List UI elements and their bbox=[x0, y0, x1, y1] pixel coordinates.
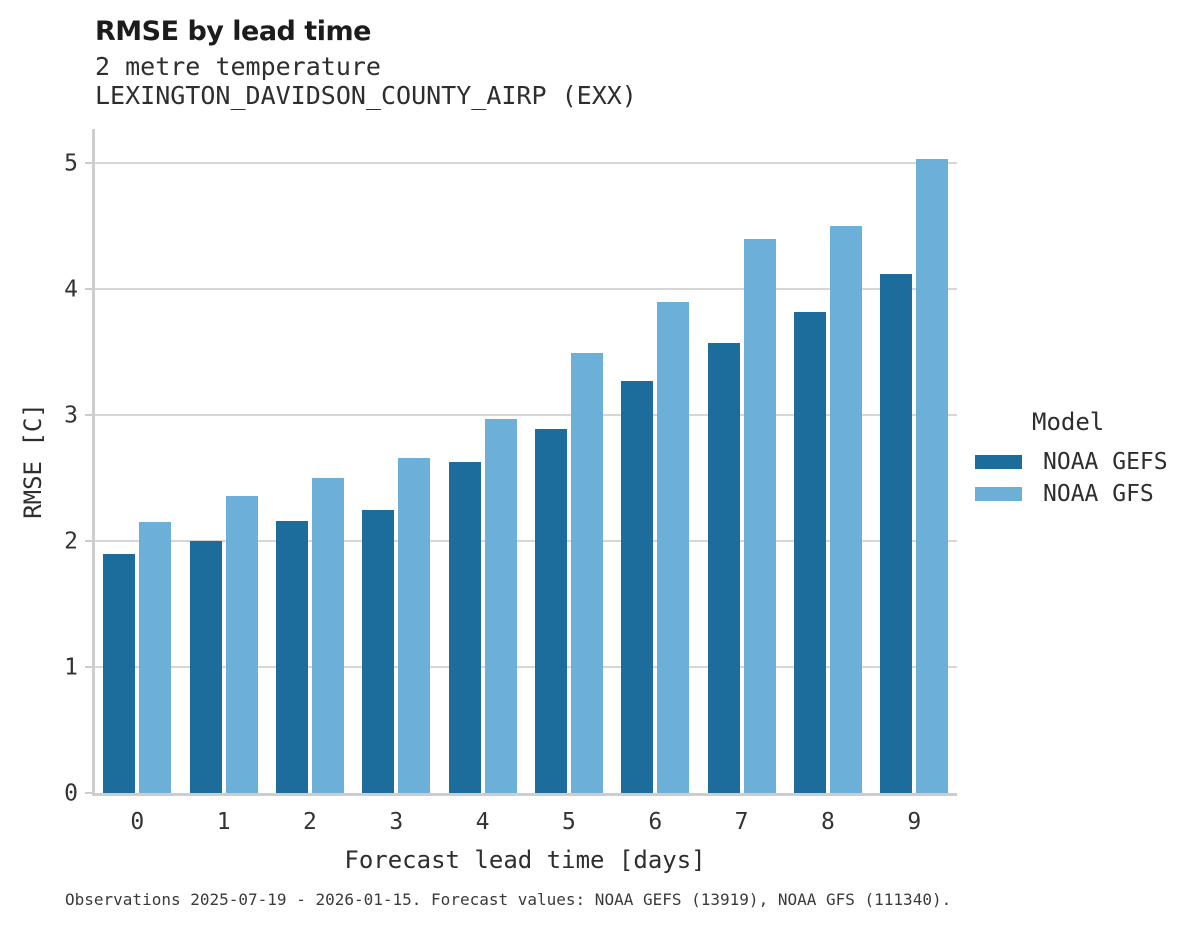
y-tick-3 bbox=[85, 414, 92, 416]
legend-swatch-icon bbox=[975, 455, 1022, 469]
x-tick-label-1: 1 bbox=[216, 809, 231, 835]
bar-noaa-gfs-lead1 bbox=[225, 495, 258, 793]
x-axis-spine bbox=[92, 793, 957, 796]
y-tick-label-5: 5 bbox=[64, 150, 78, 177]
legend: Model NOAA GEFS NOAA GFS bbox=[962, 408, 1194, 510]
legend-item-noaa-gefs: NOAA GEFS bbox=[962, 446, 1194, 478]
bar-noaa-gefs-lead4 bbox=[448, 461, 481, 793]
bar-noaa-gfs-lead8 bbox=[829, 226, 862, 793]
bar-noaa-gefs-lead7 bbox=[707, 343, 740, 793]
bar-noaa-gefs-lead8 bbox=[793, 311, 826, 793]
bar-noaa-gefs-lead6 bbox=[621, 380, 654, 793]
chart-subtitle-station: LEXINGTON_DAVIDSON_COUNTY_AIRP (EXX) bbox=[95, 81, 637, 110]
bar-noaa-gfs-lead0 bbox=[139, 522, 172, 793]
x-tick-label-0: 0 bbox=[130, 809, 145, 835]
y-tick-1 bbox=[85, 666, 92, 668]
y-tick-label-2: 2 bbox=[64, 528, 78, 555]
x-tick-label-6: 6 bbox=[648, 809, 663, 835]
gridline-y-4 bbox=[94, 288, 957, 290]
x-tick-label-2: 2 bbox=[303, 809, 317, 835]
bar-noaa-gfs-lead5 bbox=[570, 353, 603, 793]
x-tick-label-8: 8 bbox=[821, 809, 835, 835]
bar-noaa-gefs-lead0 bbox=[103, 553, 136, 793]
legend-items: NOAA GEFS NOAA GFS bbox=[962, 446, 1194, 510]
gridline-y-5 bbox=[94, 162, 957, 164]
x-axis-title: Forecast lead time [days] bbox=[344, 846, 706, 874]
footer-note: Observations 2025-07-19 - 2026-01-15. Fo… bbox=[65, 890, 952, 909]
y-tick-4 bbox=[85, 288, 92, 290]
x-tick-label-7: 7 bbox=[734, 809, 749, 835]
y-tick-label-0: 0 bbox=[64, 780, 78, 807]
x-tick-label-3: 3 bbox=[389, 809, 404, 835]
x-tick-label-9: 9 bbox=[907, 809, 922, 835]
y-axis-spine bbox=[92, 129, 95, 795]
x-tick-label-4: 4 bbox=[475, 809, 490, 835]
chart-title: RMSE by lead time bbox=[95, 16, 371, 47]
bar-noaa-gfs-lead4 bbox=[484, 418, 517, 793]
gridline-y-1 bbox=[94, 666, 957, 668]
x-tick-label-5: 5 bbox=[562, 809, 576, 835]
y-tick-label-3: 3 bbox=[64, 402, 78, 429]
bar-noaa-gfs-lead7 bbox=[743, 238, 776, 793]
y-tick-2 bbox=[85, 540, 92, 542]
bar-noaa-gfs-lead6 bbox=[657, 301, 690, 793]
bar-noaa-gfs-lead2 bbox=[311, 478, 344, 793]
bar-noaa-gefs-lead3 bbox=[362, 509, 395, 793]
bar-noaa-gefs-lead9 bbox=[880, 273, 913, 793]
y-tick-0 bbox=[85, 792, 92, 794]
y-tick-5 bbox=[85, 162, 92, 164]
bar-noaa-gfs-lead9 bbox=[916, 159, 949, 793]
bar-noaa-gfs-lead3 bbox=[398, 457, 431, 793]
gridline-y-3 bbox=[94, 414, 957, 416]
legend-item-noaa-gfs: NOAA GFS bbox=[962, 478, 1194, 510]
plot-area bbox=[85, 129, 957, 796]
legend-title: Model bbox=[1032, 408, 1105, 436]
legend-label: NOAA GEFS bbox=[1043, 449, 1168, 475]
y-tick-label-4: 4 bbox=[64, 276, 78, 303]
chart-subtitle-variable: 2 metre temperature bbox=[95, 52, 381, 81]
bar-noaa-gefs-lead5 bbox=[534, 428, 567, 793]
legend-swatch-icon bbox=[975, 487, 1022, 501]
gridline-y-2 bbox=[94, 540, 957, 542]
legend-label: NOAA GFS bbox=[1043, 481, 1154, 507]
y-tick-label-1: 1 bbox=[64, 654, 78, 681]
bar-noaa-gefs-lead2 bbox=[275, 520, 308, 793]
bar-noaa-gefs-lead1 bbox=[189, 541, 222, 793]
